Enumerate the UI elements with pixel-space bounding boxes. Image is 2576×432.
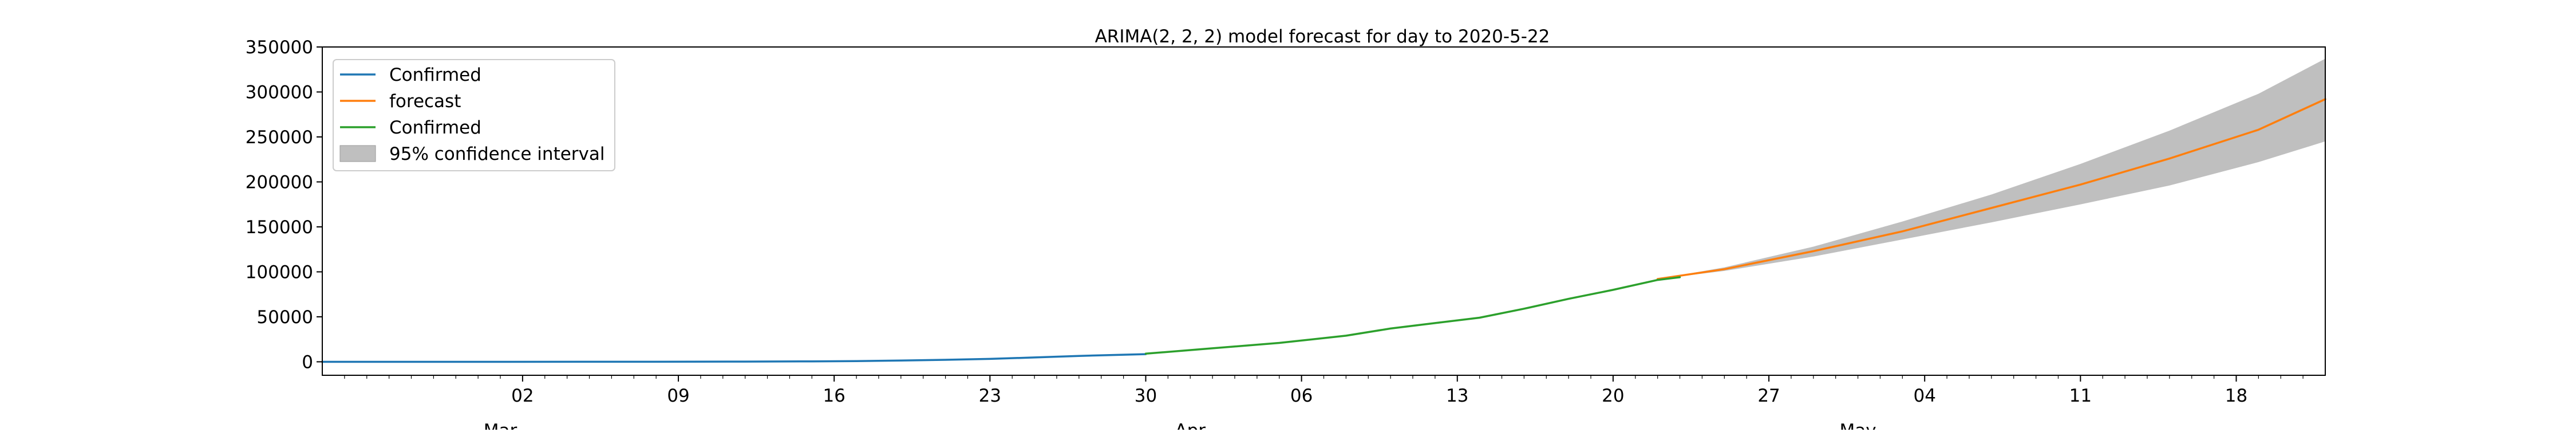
x-tick-label: 13 [1446,386,1468,406]
legend: Confirmed forecast Confirmed 95% confidence… [333,59,615,171]
x-tick-label: 11 [2069,386,2092,406]
y-tick-label: 200000 [246,172,313,193]
x-month-label: May [1840,421,1876,430]
x-tick-label: 06 [1290,386,1313,406]
x-month-label: Mar [484,421,517,430]
x-tick-label: 18 [2225,386,2247,406]
x-tick-label: 16 [823,386,845,406]
x-tick-label: 02 [511,386,534,406]
y-tick-label: 150000 [246,217,313,238]
x-tick-label: 27 [1757,386,1780,406]
y-tick-label: 250000 [246,127,313,148]
x-tick-label: 30 [1135,386,1157,406]
legend-box [333,59,615,171]
x-month-label: Apr [1175,421,1206,430]
legend-swatch-patch [339,145,376,162]
series-line-confirmed-2 [1144,276,1681,355]
y-tick-label: 350000 [246,37,313,58]
axes: 0 50000 100000 150000 200000 250000 300000 3500… [246,37,2326,432]
legend-label: Confirmed [389,65,481,85]
legend-label: 95% confidence interval [389,144,605,164]
chart-title: ARIMA(2, 2, 2) model forecast for day to… [1095,26,1550,47]
y-tick-label: 300000 [246,82,313,103]
confidence-interval-band [1657,58,2325,280]
x-tick-label: 23 [979,386,1001,406]
series-line-forecast-1 [1656,98,2326,280]
x-tick-label: 09 [667,386,689,406]
y-tick-label: 50000 [256,307,313,328]
y-tick-label: 0 [302,352,313,372]
legend-label: Confirmed [389,117,481,138]
series-line-confirmed-0 [321,353,1147,363]
legend-label: forecast [389,91,461,112]
x-tick-label: 04 [1913,386,1935,406]
plot-area [321,58,2326,363]
x-tick-label: 20 [1602,386,1624,406]
y-tick-label: 100000 [246,262,313,282]
